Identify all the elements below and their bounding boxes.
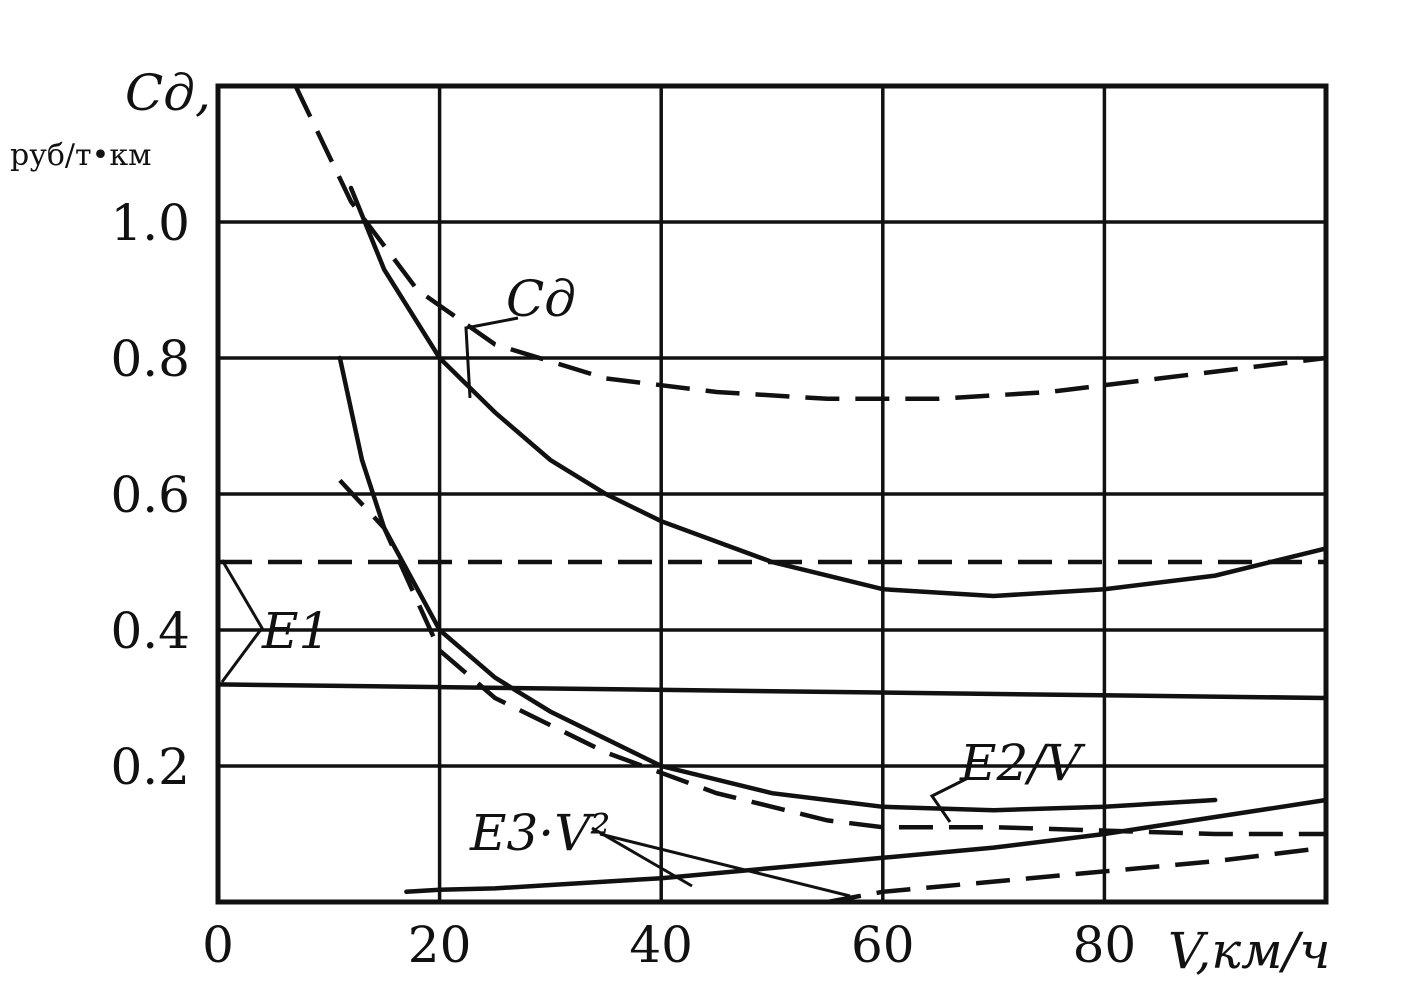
e2v-leader-line xyxy=(929,776,969,823)
x-tick-label: 80 xyxy=(1073,916,1137,974)
x-tick-label: 60 xyxy=(851,916,915,974)
y-axis-unit: руб/т•км xyxy=(10,138,151,173)
cd-annotation: Cд xyxy=(506,270,576,328)
series-line-3 xyxy=(215,682,1329,701)
series-group xyxy=(215,85,1329,905)
grid-lines xyxy=(218,86,1326,902)
e1-bracket xyxy=(220,559,264,683)
series-line-4 xyxy=(337,355,1218,813)
x-tick-label: 0 xyxy=(202,916,234,974)
e1-annotation: E1 xyxy=(261,602,330,660)
e3v2-leader-line xyxy=(591,826,851,898)
x-tick-labels: 0 20 40 60 80 xyxy=(202,916,1136,974)
y-tick-label: 0.6 xyxy=(110,466,190,524)
x-tick-label: 40 xyxy=(629,916,693,974)
series-line-7 xyxy=(826,845,1327,905)
cd-leader-line xyxy=(464,316,519,399)
y-tick-labels: 0.2 0.4 0.6 0.8 1.0 xyxy=(110,194,190,796)
series-line-6 xyxy=(404,797,1329,895)
series-line-0 xyxy=(293,85,1327,402)
y-tick-label: 0.8 xyxy=(110,330,190,388)
e3v2-annotation: E3·V² xyxy=(469,804,610,862)
y-tick-label: 0.2 xyxy=(110,738,190,796)
y-axis-label: Cд, xyxy=(125,64,211,122)
y-tick-label: 0.4 xyxy=(110,602,190,660)
e2v-annotation: E2/V xyxy=(959,734,1086,792)
x-tick-label: 20 xyxy=(408,916,472,974)
plot-frame xyxy=(215,83,1329,905)
y-tick-label: 1.0 xyxy=(110,194,190,252)
series-line-1 xyxy=(348,185,1329,599)
series-line-5 xyxy=(338,478,1326,837)
x-axis-label: V,км/ч xyxy=(1168,922,1331,980)
